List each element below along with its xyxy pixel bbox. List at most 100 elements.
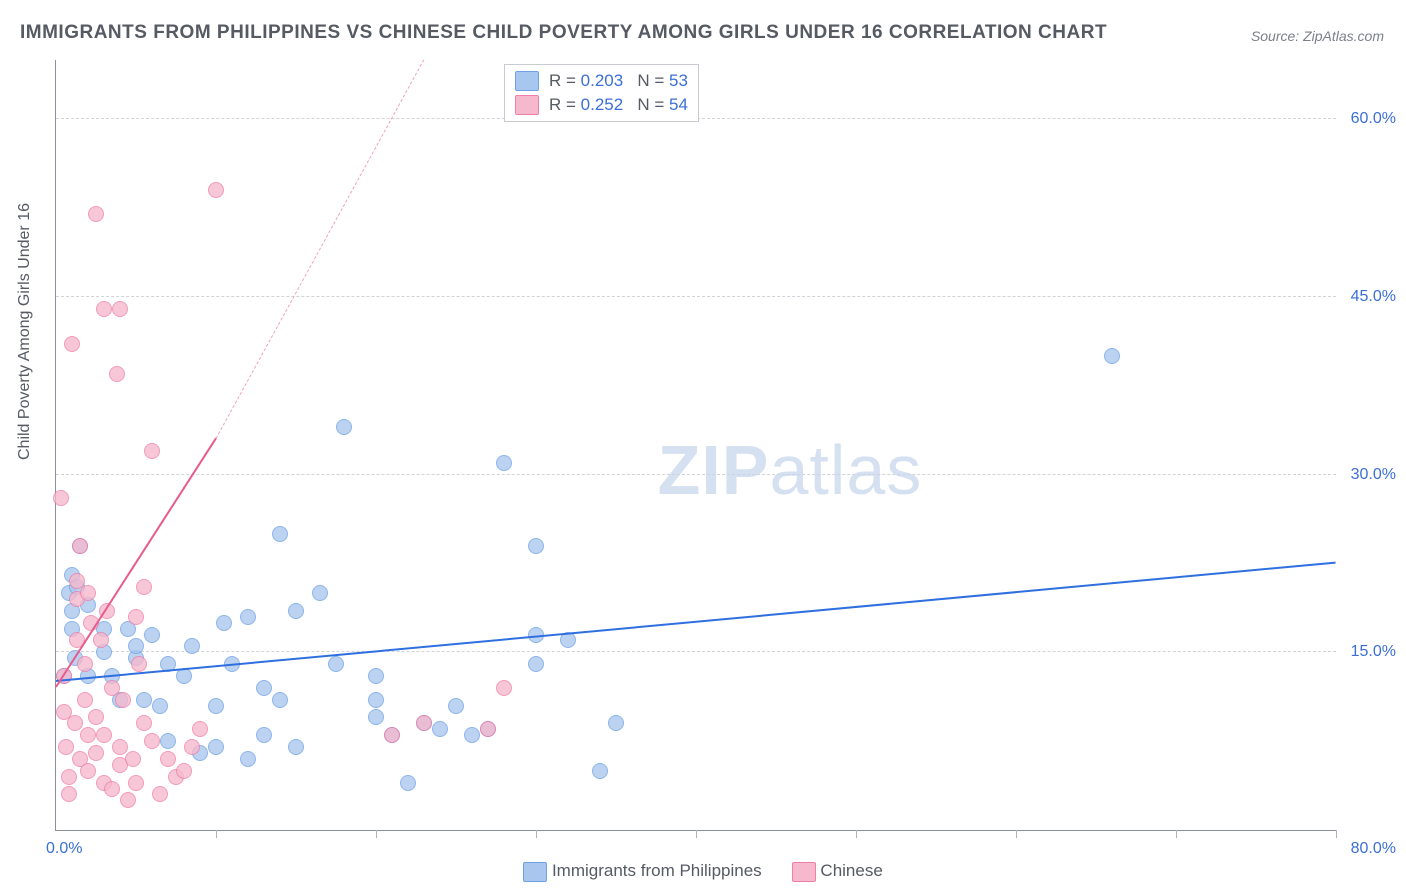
scatter-point	[144, 627, 160, 643]
scatter-point	[528, 538, 544, 554]
scatter-point	[216, 615, 232, 631]
chart-title: IMMIGRANTS FROM PHILIPPINES VS CHINESE C…	[20, 22, 1107, 44]
scatter-point	[272, 526, 288, 542]
gridline	[56, 296, 1336, 297]
legend-stats: R = 0.252 N = 54	[549, 95, 688, 115]
scatter-point	[131, 656, 147, 672]
scatter-point	[88, 206, 104, 222]
scatter-point	[384, 727, 400, 743]
scatter-point	[432, 721, 448, 737]
scatter-point	[336, 419, 352, 435]
scatter-point	[272, 692, 288, 708]
x-tick	[376, 830, 377, 838]
x-tick	[1016, 830, 1017, 838]
scatter-point	[109, 366, 125, 382]
y-tick-label: 30.0%	[1344, 466, 1396, 484]
legend-swatch-blue	[523, 862, 547, 882]
x-tick	[696, 830, 697, 838]
scatter-point	[368, 709, 384, 725]
scatter-point	[592, 763, 608, 779]
scatter-point	[400, 775, 416, 791]
x-tick	[856, 830, 857, 838]
scatter-point	[312, 585, 328, 601]
x-tick	[216, 830, 217, 838]
legend-row: R = 0.203 N = 53	[515, 69, 688, 93]
scatter-point	[608, 715, 624, 731]
scatter-point	[88, 745, 104, 761]
scatter-point	[104, 781, 120, 797]
legend-swatch	[515, 95, 539, 115]
scatter-point	[288, 603, 304, 619]
scatter-point	[128, 775, 144, 791]
scatter-point	[67, 715, 83, 731]
source-label: Source: ZipAtlas.com	[1251, 28, 1384, 44]
scatter-point	[77, 692, 93, 708]
scatter-point	[120, 792, 136, 808]
scatter-point	[368, 668, 384, 684]
plot-area: 15.0%30.0%45.0%60.0%0.0%80.0%ZIPatlasR =…	[55, 60, 1336, 831]
y-tick-label: 45.0%	[1344, 288, 1396, 306]
scatter-point	[176, 763, 192, 779]
scatter-point	[80, 727, 96, 743]
scatter-point	[192, 721, 208, 737]
y-axis-label: Child Poverty Among Girls Under 16	[16, 203, 34, 460]
scatter-point	[256, 727, 272, 743]
scatter-point	[464, 727, 480, 743]
legend-bottom: Immigrants from Philippines Chinese	[0, 861, 1406, 882]
scatter-point	[136, 692, 152, 708]
gridline	[56, 474, 1336, 475]
scatter-point	[208, 698, 224, 714]
trend-line	[216, 59, 425, 439]
legend-stats: R = 0.203 N = 53	[549, 71, 688, 91]
y-tick-label: 15.0%	[1344, 643, 1396, 661]
scatter-point	[448, 698, 464, 714]
scatter-point	[160, 751, 176, 767]
scatter-point	[256, 680, 272, 696]
scatter-point	[240, 609, 256, 625]
scatter-point	[1104, 348, 1120, 364]
scatter-point	[58, 739, 74, 755]
correlation-legend: R = 0.203 N = 53 R = 0.252 N = 54	[504, 64, 699, 122]
legend-item-philippines: Immigrants from Philippines	[523, 861, 761, 882]
scatter-point	[93, 632, 109, 648]
scatter-point	[480, 721, 496, 737]
scatter-point	[61, 786, 77, 802]
scatter-point	[184, 739, 200, 755]
legend-label-chinese: Chinese	[820, 861, 882, 880]
scatter-point	[125, 751, 141, 767]
scatter-point	[208, 182, 224, 198]
scatter-point	[61, 769, 77, 785]
scatter-point	[152, 698, 168, 714]
scatter-point	[144, 733, 160, 749]
legend-item-chinese: Chinese	[792, 861, 883, 882]
scatter-point	[80, 585, 96, 601]
scatter-point	[128, 609, 144, 625]
scatter-point	[240, 751, 256, 767]
watermark: ZIPatlas	[658, 430, 923, 510]
scatter-point	[53, 490, 69, 506]
x-tick	[1176, 830, 1177, 838]
scatter-point	[77, 656, 93, 672]
scatter-point	[184, 638, 200, 654]
scatter-point	[136, 579, 152, 595]
scatter-point	[128, 638, 144, 654]
scatter-point	[496, 680, 512, 696]
scatter-point	[528, 656, 544, 672]
scatter-point	[368, 692, 384, 708]
scatter-point	[112, 739, 128, 755]
scatter-point	[96, 301, 112, 317]
x-tick	[1336, 830, 1337, 838]
scatter-point	[208, 739, 224, 755]
scatter-point	[144, 443, 160, 459]
legend-swatch	[515, 71, 539, 91]
scatter-point	[160, 733, 176, 749]
y-tick-label: 60.0%	[1344, 110, 1396, 128]
legend-label-philippines: Immigrants from Philippines	[552, 861, 762, 880]
legend-row: R = 0.252 N = 54	[515, 93, 688, 117]
scatter-point	[72, 538, 88, 554]
scatter-point	[416, 715, 432, 731]
scatter-point	[288, 739, 304, 755]
scatter-point	[64, 336, 80, 352]
x-tick	[536, 830, 537, 838]
scatter-point	[115, 692, 131, 708]
